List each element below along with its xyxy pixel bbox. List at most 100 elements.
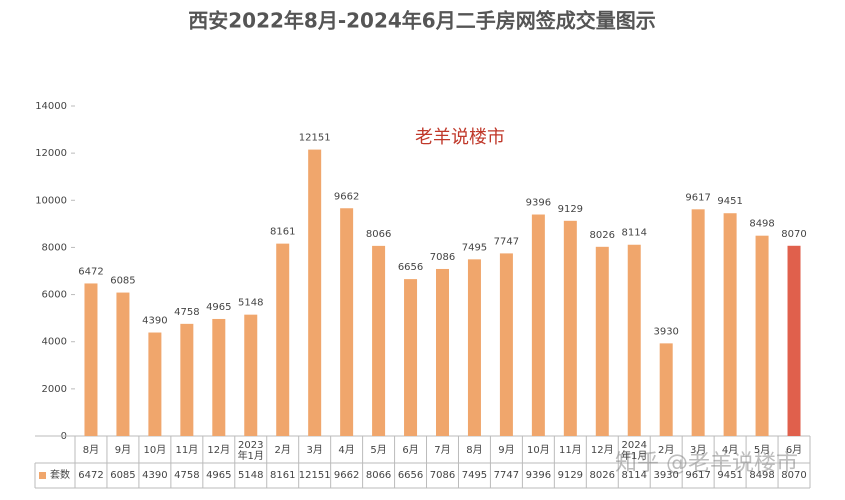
x-tick-label: 5月: [753, 445, 771, 456]
x-tick-label: 6月: [785, 445, 803, 456]
bar: [691, 209, 705, 436]
bar: [531, 214, 545, 436]
table-value: 8066: [365, 470, 392, 481]
x-tick-label: 4月: [338, 445, 355, 456]
chart-title: 西安2022年8月-2024年6月二手房网签成交量图示: [188, 9, 655, 33]
bar: [436, 268, 449, 436]
x-tick-label: 12月: [590, 445, 614, 456]
data-label: 5148: [238, 298, 263, 309]
bar: [467, 259, 481, 436]
data-label: 12151: [299, 133, 331, 144]
y-tick-label: 10000: [35, 195, 67, 206]
table-value: 9662: [333, 470, 360, 481]
data-label: 9129: [558, 204, 583, 215]
table-value: 4758: [174, 470, 200, 481]
table-value: 9451: [717, 470, 743, 481]
table-value: 7086: [429, 470, 456, 481]
x-tick-label: 12月: [207, 445, 231, 456]
bar: [659, 343, 673, 436]
table-value: 7747: [493, 470, 520, 481]
data-label: 6472: [78, 266, 103, 277]
table-value: 8026: [589, 470, 615, 481]
bar: [244, 314, 258, 436]
x-tick-label: 11月: [175, 445, 199, 456]
y-tick-label: 12000: [35, 148, 67, 159]
x-tick-label: 3月: [306, 445, 323, 456]
bar: [308, 149, 322, 437]
x-tick-label: 3月: [689, 445, 707, 456]
x-tick-label: 2024年1月: [621, 439, 648, 462]
bar: [148, 332, 162, 436]
table-value: 9396: [525, 470, 552, 481]
legend-swatch: [39, 472, 46, 479]
x-tick-label: 6月: [402, 445, 419, 456]
x-tick-label: 7月: [434, 445, 451, 456]
table-value: 9129: [557, 470, 584, 481]
bar: [499, 253, 513, 436]
bar: [372, 245, 386, 436]
data-label: 6085: [110, 276, 135, 287]
data-label: 9662: [334, 191, 359, 202]
data-label: 4965: [206, 302, 231, 313]
table-value: 9617: [685, 470, 711, 481]
data-label: 8161: [270, 227, 295, 238]
bar: [116, 292, 130, 436]
y-tick-label: 4000: [42, 337, 67, 348]
bar: [84, 283, 98, 436]
data-label: 8114: [622, 228, 647, 239]
bar: [595, 246, 609, 436]
table-value: 8114: [621, 470, 647, 481]
table-value: 4390: [142, 470, 168, 481]
table-value: 8070: [781, 470, 807, 481]
bar: [627, 244, 641, 436]
y-tick-label: 14000: [35, 101, 67, 112]
legend-label: 套数: [50, 470, 70, 481]
data-label: 9617: [685, 192, 710, 203]
bar: [787, 245, 801, 436]
x-tick-label: 9月: [498, 445, 515, 456]
x-tick-label: 2月: [274, 445, 291, 456]
data-label: 4758: [174, 307, 199, 318]
table-value: 6656: [397, 470, 424, 481]
table-value: 8498: [749, 470, 775, 481]
table-value: 3930: [653, 470, 679, 481]
data-label: 7495: [462, 242, 487, 253]
data-label: 4390: [142, 316, 167, 327]
y-tick-label: 8000: [42, 242, 67, 253]
x-tick-label: 8月: [82, 445, 100, 456]
bar: [404, 279, 418, 436]
data-label: 8070: [781, 229, 806, 240]
y-tick-label: 2000: [42, 384, 67, 395]
data-label: 9396: [526, 198, 551, 209]
x-tick-label: 9月: [114, 445, 132, 456]
x-tick-label: 5月: [370, 445, 387, 456]
data-label: 7086: [430, 252, 455, 263]
x-tick-label: 10月: [527, 445, 550, 456]
table-value: 4965: [206, 470, 232, 481]
x-tick-label: 8月: [466, 445, 483, 456]
data-label: 7747: [494, 236, 519, 247]
bar: [276, 243, 290, 436]
annotation: 老羊说楼市: [415, 127, 505, 148]
watermark: 知乎 @老羊说楼市: [615, 451, 798, 476]
bar: [180, 323, 194, 436]
bar: [755, 235, 769, 436]
x-tick-label: 2月: [657, 445, 675, 456]
data-label: 8498: [749, 219, 774, 230]
table-value: 7495: [461, 470, 488, 481]
table-value: 12151: [298, 470, 331, 481]
data-label: 3930: [653, 326, 678, 337]
table-value: 5148: [238, 470, 264, 481]
x-tick-label: 2023年1月: [237, 439, 264, 462]
bar: [340, 208, 354, 436]
x-tick-label: 10月: [143, 445, 167, 456]
data-label: 8026: [590, 230, 615, 241]
x-tick-label: 4月: [721, 445, 739, 456]
table-value: 8161: [269, 470, 296, 481]
data-label: 8066: [366, 229, 391, 240]
data-label: 6656: [398, 262, 423, 273]
x-tick-label: 11月: [558, 445, 582, 456]
y-tick-label: 6000: [42, 290, 67, 301]
